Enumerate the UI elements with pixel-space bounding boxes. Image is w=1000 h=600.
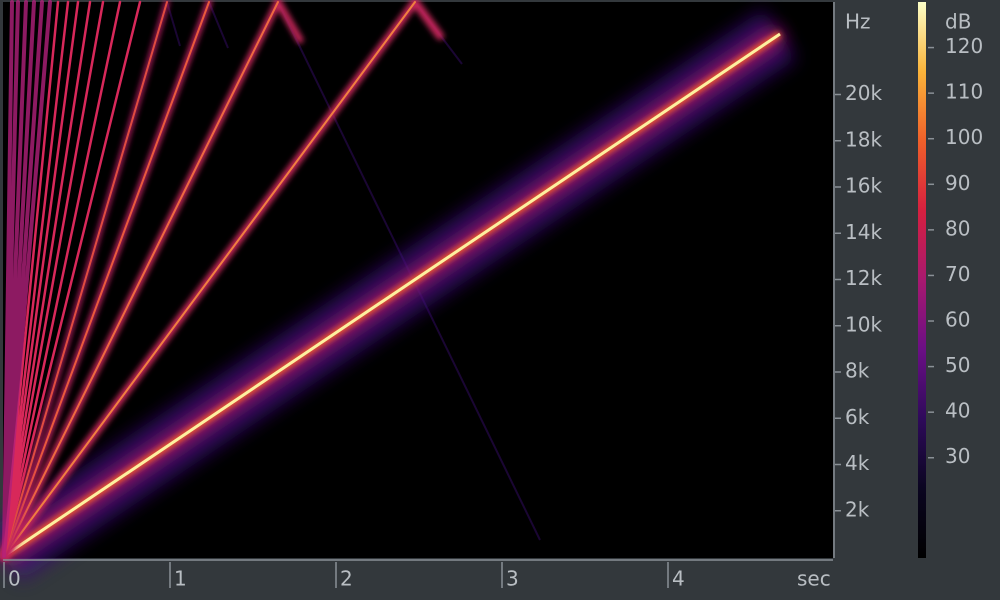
y-tick-label: 16k [845, 174, 882, 198]
colorbar-tick-label: 30 [945, 444, 970, 468]
y-tick-label: 2k [845, 497, 870, 521]
x-tick-label: 1 [174, 567, 187, 591]
y-axis-label: Hz [845, 10, 871, 34]
colorbar-tick-label: 110 [945, 80, 983, 104]
y-tick-label: 12k [845, 266, 882, 290]
x-tick-label: 0 [8, 567, 21, 591]
y-tick-label: 14k [845, 220, 882, 244]
y-tick-label: 10k [845, 312, 882, 336]
colorbar-tick-label: 90 [945, 171, 970, 195]
colorbar-tick-label: 60 [945, 308, 970, 332]
y-tick-label: 6k [845, 405, 870, 429]
y-tick-label: 20k [845, 81, 882, 105]
colorbar-tick-label: 50 [945, 353, 970, 377]
y-tick-label: 8k [845, 359, 870, 383]
y-tick-label: 18k [845, 127, 882, 151]
x-axis-label: sec [797, 567, 831, 591]
colorbar-tick-label: 80 [945, 216, 970, 240]
x-tick-label: 4 [672, 567, 685, 591]
colorbar-label: dB [945, 10, 971, 34]
colorbar-tick-label: 40 [945, 399, 970, 423]
colorbar-tick-label: 120 [945, 34, 983, 58]
x-tick-label: 2 [340, 567, 353, 591]
colorbar-tick-label: 70 [945, 262, 970, 286]
spectrogram-image [0, 0, 830, 581]
colorbar-tick-label: 100 [945, 125, 983, 149]
colorbar [918, 2, 926, 558]
x-tick-label: 3 [506, 567, 519, 591]
y-tick-label: 4k [845, 451, 870, 475]
